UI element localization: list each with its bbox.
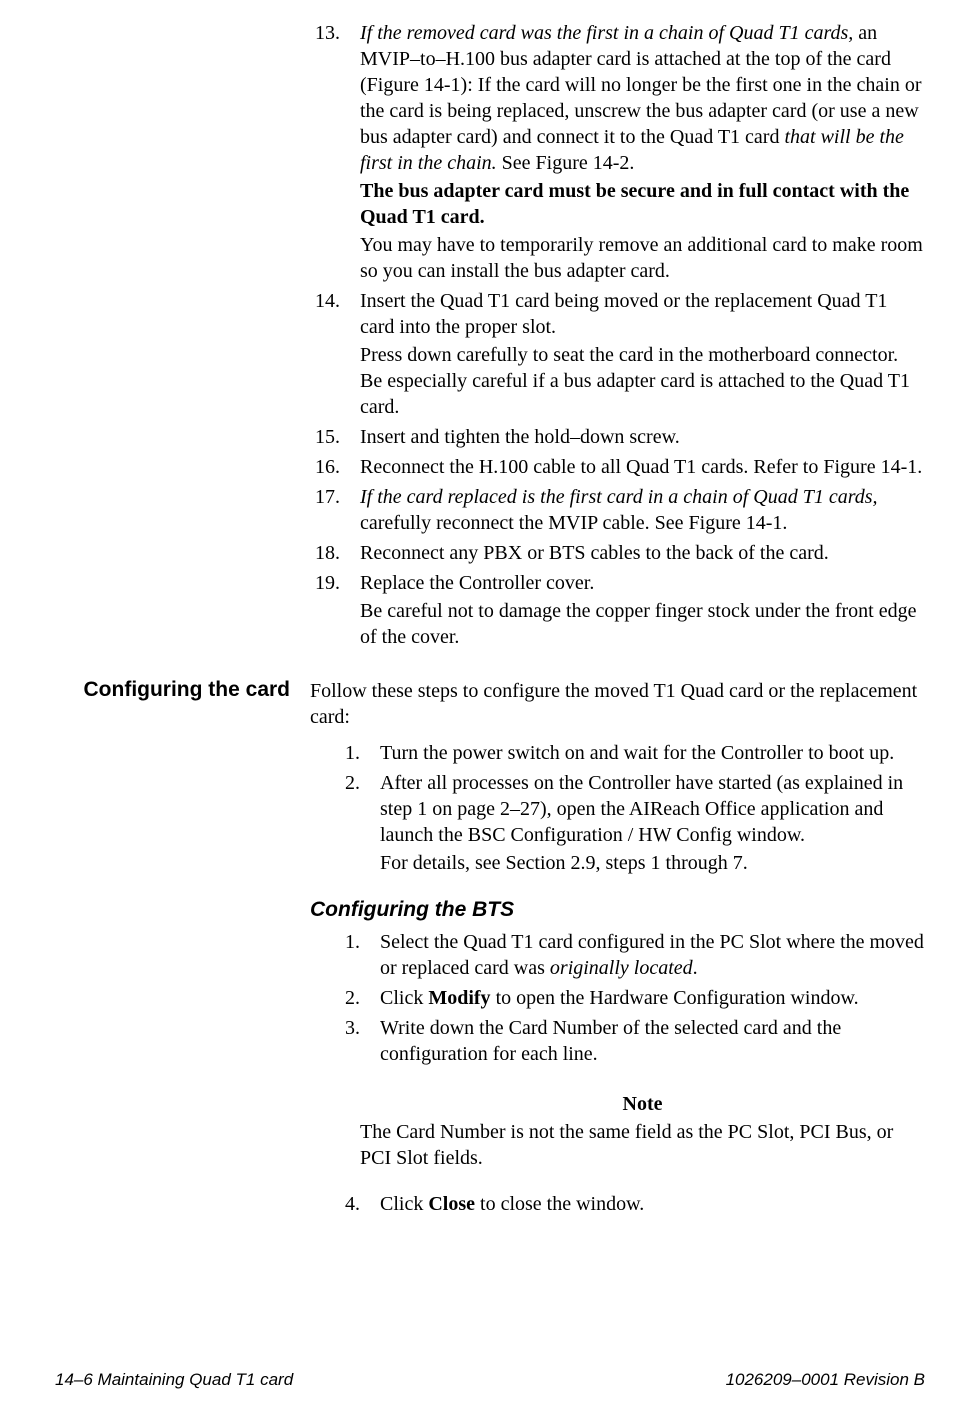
- text-run: Insert and tighten the hold–down screw.: [360, 426, 680, 448]
- list-number: 15.: [310, 424, 360, 452]
- list-body: Write down the Card Number of the select…: [380, 1015, 925, 1069]
- list-body: If the card replaced is the first card i…: [360, 484, 925, 538]
- section-b-body: Follow these steps to configure the move…: [310, 678, 925, 1221]
- list-item: 15.Insert and tighten the hold–down scre…: [310, 424, 925, 452]
- side-label-configuring-card: Configuring the card: [55, 678, 310, 1221]
- list-number: 3.: [330, 1015, 380, 1069]
- section-b-intro: Follow these steps to configure the move…: [310, 678, 925, 730]
- text-run: Reconnect any PBX or BTS cables to the b…: [360, 542, 829, 564]
- list-number: 2.: [330, 985, 380, 1013]
- text-run: originally located: [550, 957, 693, 979]
- list-paragraph: Click Close to close the window.: [380, 1191, 925, 1217]
- text-run: Be careful not to damage the copper fing…: [360, 600, 916, 648]
- list-body: Insert and tighten the hold–down screw.: [360, 424, 925, 452]
- text-run: Turn the power switch on and wait for th…: [380, 742, 894, 764]
- text-run: If the removed card was the first in a c…: [360, 22, 858, 44]
- text-run: carefully reconnect the MVIP cable. See …: [360, 512, 787, 534]
- list-number: 19.: [310, 570, 360, 652]
- list-item: 17.If the card replaced is the first car…: [310, 484, 925, 538]
- subheading-configuring-bts: Configuring the BTS: [310, 896, 925, 923]
- text-run: You may have to temporarily remove an ad…: [360, 234, 923, 282]
- list-number: 1.: [330, 929, 380, 983]
- text-run: to open the Hardware Configuration windo…: [491, 987, 859, 1009]
- list-paragraph: Click Modify to open the Hardware Config…: [380, 985, 925, 1011]
- list-item: 4.Click Close to close the window.: [330, 1191, 925, 1219]
- text-run: For details, see Section 2.9, steps 1 th…: [380, 852, 748, 874]
- list-body: Select the Quad T1 card configured in th…: [380, 929, 925, 983]
- list-body: Insert the Quad T1 card being moved or t…: [360, 288, 925, 422]
- list-body: After all processes on the Controller ha…: [380, 770, 925, 878]
- text-run: If the card replaced is the first card i…: [360, 486, 878, 508]
- footer-right: 1026209–0001 Revision B: [726, 1370, 925, 1390]
- list-paragraph: Insert and tighten the hold–down screw.: [360, 424, 925, 450]
- page-footer: 14–6 Maintaining Quad T1 card 1026209–00…: [55, 1370, 925, 1390]
- text-run: Reconnect the H.100 cable to all Quad T1…: [360, 456, 922, 478]
- list-number: 1.: [330, 740, 380, 768]
- list-number: 17.: [310, 484, 360, 538]
- text-run: See Figure 14-2.: [497, 152, 635, 174]
- list-paragraph: Write down the Card Number of the select…: [380, 1015, 925, 1067]
- list-paragraph: Press down carefully to seat the card in…: [360, 342, 925, 420]
- section-steps-a: 13.If the removed card was the first in …: [55, 20, 925, 654]
- list-number: 16.: [310, 454, 360, 482]
- steps-c-post-list: 4.Click Close to close the window.: [310, 1191, 925, 1219]
- list-paragraph: Replace the Controller cover.: [360, 570, 925, 596]
- list-paragraph: Reconnect the H.100 cable to all Quad T1…: [360, 454, 925, 480]
- list-paragraph: Select the Quad T1 card configured in th…: [380, 929, 925, 981]
- note-body: The Card Number is not the same field as…: [360, 1119, 925, 1171]
- list-body: Click Close to close the window.: [380, 1191, 925, 1219]
- list-number: 2.: [330, 770, 380, 878]
- steps-b-list: 1.Turn the power switch on and wait for …: [310, 740, 925, 878]
- list-item: 14.Insert the Quad T1 card being moved o…: [310, 288, 925, 422]
- text-run: Modify: [428, 987, 490, 1009]
- list-paragraph: You may have to temporarily remove an ad…: [360, 232, 925, 284]
- list-item: 1.Turn the power switch on and wait for …: [330, 740, 925, 768]
- list-body: If the removed card was the first in a c…: [360, 20, 925, 286]
- list-item: 2.After all processes on the Controller …: [330, 770, 925, 878]
- list-paragraph: If the removed card was the first in a c…: [360, 20, 925, 176]
- list-body: Reconnect the H.100 cable to all Quad T1…: [360, 454, 925, 482]
- text-run: Close: [428, 1193, 475, 1215]
- list-number: 18.: [310, 540, 360, 568]
- list-item: 13.If the removed card was the first in …: [310, 20, 925, 286]
- list-paragraph: Turn the power switch on and wait for th…: [380, 740, 925, 766]
- text-run: Replace the Controller cover.: [360, 572, 594, 594]
- note-title: Note: [360, 1091, 925, 1117]
- list-paragraph: The bus adapter card must be secure and …: [360, 178, 925, 230]
- list-paragraph: If the card replaced is the first card i…: [360, 484, 925, 536]
- list-paragraph: Insert the Quad T1 card being moved or t…: [360, 288, 925, 340]
- text-run: Write down the Card Number of the select…: [380, 1017, 841, 1065]
- list-paragraph: After all processes on the Controller ha…: [380, 770, 925, 848]
- text-run: The bus adapter card must be secure and …: [360, 180, 909, 228]
- steps-a-list: 13.If the removed card was the first in …: [310, 20, 925, 654]
- text-run: Click: [380, 1193, 428, 1215]
- footer-left: 14–6 Maintaining Quad T1 card: [55, 1370, 293, 1390]
- steps-c-pre-list: 1.Select the Quad T1 card configured in …: [310, 929, 925, 1069]
- list-body: Click Modify to open the Hardware Config…: [380, 985, 925, 1013]
- list-number: 13.: [310, 20, 360, 286]
- list-item: 16.Reconnect the H.100 cable to all Quad…: [310, 454, 925, 482]
- list-item: 18.Reconnect any PBX or BTS cables to th…: [310, 540, 925, 568]
- list-item: 1.Select the Quad T1 card configured in …: [330, 929, 925, 983]
- list-item: 19.Replace the Controller cover. Be caref…: [310, 570, 925, 652]
- side-label-empty: [55, 20, 310, 654]
- section-configuring-card: Configuring the card Follow these steps …: [55, 678, 925, 1221]
- text-run: Press down carefully to seat the card in…: [360, 344, 910, 418]
- list-body: Replace the Controller cover. Be careful …: [360, 570, 925, 652]
- text-run: .: [693, 957, 698, 979]
- list-number: 14.: [310, 288, 360, 422]
- list-paragraph: Reconnect any PBX or BTS cables to the b…: [360, 540, 925, 566]
- list-number: 4.: [330, 1191, 380, 1219]
- list-body: Turn the power switch on and wait for th…: [380, 740, 925, 768]
- text-run: Click: [380, 987, 428, 1009]
- text-run: to close the window.: [475, 1193, 644, 1215]
- list-item: 2.Click Modify to open the Hardware Conf…: [330, 985, 925, 1013]
- list-item: 3.Write down the Card Number of the sele…: [330, 1015, 925, 1069]
- list-paragraph: Be careful not to damage the copper fing…: [360, 598, 925, 650]
- text-run: After all processes on the Controller ha…: [380, 772, 903, 846]
- text-run: Insert the Quad T1 card being moved or t…: [360, 290, 887, 338]
- note-block: Note The Card Number is not the same fie…: [310, 1091, 925, 1171]
- list-paragraph: For details, see Section 2.9, steps 1 th…: [380, 850, 925, 876]
- list-body: Reconnect any PBX or BTS cables to the b…: [360, 540, 925, 568]
